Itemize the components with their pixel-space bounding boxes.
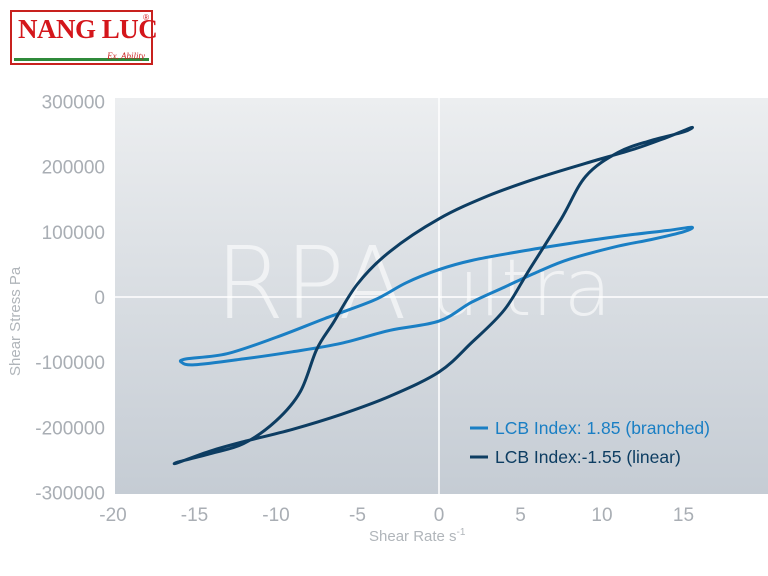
y-tick-label: 100000: [42, 223, 105, 244]
logo-registered-mark: ®: [143, 13, 149, 22]
plot-background: [115, 98, 768, 494]
x-axis-label-superscript: -1: [457, 527, 466, 538]
logo-brand-text: NANG LUC: [18, 14, 158, 44]
x-tick-label: -15: [181, 505, 208, 526]
x-tick-label: -10: [262, 505, 289, 526]
series-line-linear: [172, 125, 694, 466]
x-axis-label-text: Shear Rate s: [369, 528, 457, 545]
logo-frame: [14, 14, 149, 61]
axis-ticks: -20 -15 -10 -5 0 5 10 15 300000 200000 100000 0 -100…: [35, 92, 694, 526]
x-tick-label: 15: [673, 505, 694, 526]
x-tick-label: 0: [434, 505, 445, 526]
series-curves: [172, 125, 694, 466]
watermark-secondary: ultra: [430, 244, 612, 334]
y-tick-label: -300000: [35, 484, 105, 505]
y-tick-label: 0: [94, 288, 105, 309]
x-tick-label: -5: [349, 505, 366, 526]
y-axis-label: Shear Stress Pa: [7, 266, 24, 376]
x-tick-label: 5: [515, 505, 526, 526]
y-tick-label: -100000: [35, 353, 105, 374]
legend: LCB Index: 1.85 (branched) LCB Index:-1.…: [470, 418, 710, 467]
x-axis-label: Shear Rate s-1: [369, 527, 466, 545]
y-tick-label: -200000: [35, 418, 105, 439]
x-tick-label: 10: [591, 505, 612, 526]
x-tick-label: -20: [99, 505, 126, 526]
legend-label-linear: LCB Index:-1.55 (linear): [495, 447, 681, 467]
legend-label-branched: LCB Index: 1.85 (branched): [495, 418, 710, 438]
y-tick-label: 200000: [42, 158, 105, 179]
brand-logo: NANG LUC ® Ex. Ability: [10, 10, 158, 65]
y-tick-label: 300000: [42, 92, 105, 113]
logo-slogan: Ex. Ability: [107, 51, 145, 61]
